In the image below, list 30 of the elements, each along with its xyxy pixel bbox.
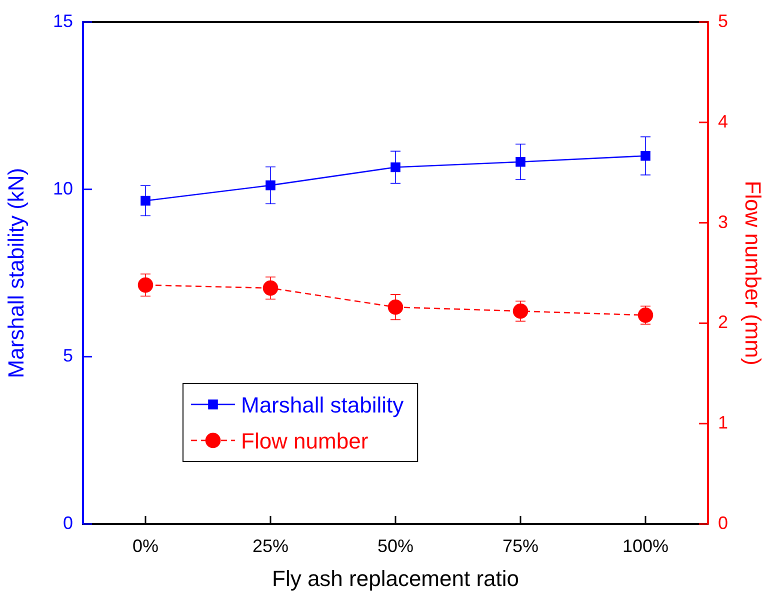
- point: [640, 150, 650, 161]
- legend-label: Flow number: [241, 428, 368, 454]
- x-tick-label: 75%: [502, 536, 539, 556]
- y-tick-label: 10: [52, 178, 73, 198]
- y2-tick-label: 2: [718, 312, 728, 332]
- y-axis-title: Marshall stability (kN): [3, 168, 28, 378]
- y2-tick-label: 4: [718, 111, 728, 132]
- point: [262, 280, 278, 296]
- point: [266, 180, 276, 190]
- y-tick-label: 15: [52, 10, 73, 31]
- x-axis-title: Fly ash replacement ratio: [272, 566, 519, 591]
- point: [390, 162, 400, 172]
- y2-axis-title: Flow number (mm): [740, 180, 766, 366]
- x-tick-label: 25%: [252, 536, 289, 556]
- y2-tick-label: 5: [718, 10, 728, 31]
- legend-label: Marshall stability: [241, 392, 404, 418]
- x-tick-label: 0%: [132, 536, 159, 556]
- x-tick-label: 100%: [622, 536, 669, 556]
- point: [516, 157, 526, 167]
- point: [512, 304, 528, 319]
- point: [138, 277, 154, 293]
- y2-tick-label: 0: [718, 512, 728, 533]
- point: [638, 308, 654, 323]
- x-tick-label: 50%: [377, 536, 414, 556]
- y2-tick-label: 1: [718, 412, 728, 433]
- y-tick-label: 5: [62, 346, 73, 366]
- y2-tick-label: 3: [718, 212, 728, 232]
- point: [388, 299, 404, 315]
- y-tick-label: 0: [62, 512, 73, 533]
- point: [140, 196, 150, 206]
